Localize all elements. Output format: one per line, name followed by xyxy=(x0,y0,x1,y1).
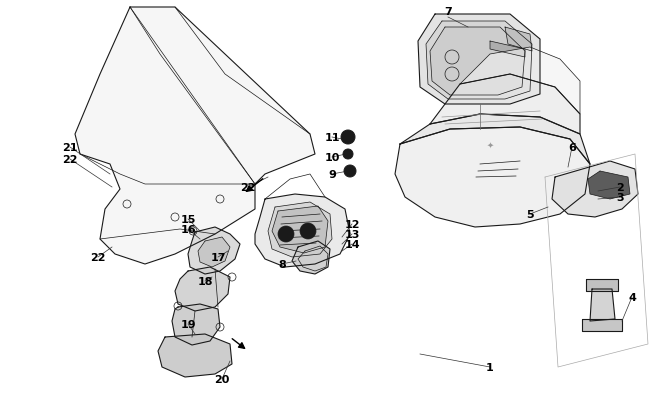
Polygon shape xyxy=(175,267,230,311)
Polygon shape xyxy=(268,202,332,257)
Text: 18: 18 xyxy=(197,276,213,286)
Text: 12: 12 xyxy=(344,220,359,230)
Text: 19: 19 xyxy=(180,319,196,329)
Polygon shape xyxy=(552,162,638,217)
Polygon shape xyxy=(426,22,532,100)
Circle shape xyxy=(278,226,294,243)
Circle shape xyxy=(300,224,316,239)
Text: 22: 22 xyxy=(62,155,78,164)
Polygon shape xyxy=(418,15,540,105)
Text: 7: 7 xyxy=(444,7,452,17)
Text: 8: 8 xyxy=(278,259,286,269)
Circle shape xyxy=(341,131,355,145)
Text: 13: 13 xyxy=(344,230,359,239)
Text: 22: 22 xyxy=(240,183,255,192)
Text: 15: 15 xyxy=(180,215,196,224)
Polygon shape xyxy=(188,228,240,274)
Polygon shape xyxy=(400,115,590,164)
Text: 21: 21 xyxy=(62,143,78,153)
Polygon shape xyxy=(75,8,315,264)
Polygon shape xyxy=(158,334,232,377)
Polygon shape xyxy=(582,319,622,331)
Polygon shape xyxy=(588,172,630,200)
Polygon shape xyxy=(460,48,580,115)
Text: 10: 10 xyxy=(324,153,340,162)
Polygon shape xyxy=(430,28,525,96)
Polygon shape xyxy=(172,304,220,345)
Polygon shape xyxy=(292,241,330,274)
Text: 2: 2 xyxy=(616,183,624,192)
Circle shape xyxy=(343,149,353,160)
Text: 4: 4 xyxy=(628,292,636,302)
Text: 22: 22 xyxy=(90,252,106,262)
Text: 11: 11 xyxy=(324,133,340,143)
Polygon shape xyxy=(430,75,580,135)
Polygon shape xyxy=(395,128,590,228)
Polygon shape xyxy=(505,28,532,52)
Text: 6: 6 xyxy=(568,143,576,153)
Polygon shape xyxy=(490,42,525,58)
Polygon shape xyxy=(586,279,618,291)
Text: ✦: ✦ xyxy=(486,140,493,149)
Text: 17: 17 xyxy=(210,252,226,262)
Text: 1: 1 xyxy=(486,362,494,372)
Text: 16: 16 xyxy=(180,224,196,234)
Circle shape xyxy=(344,166,356,177)
Polygon shape xyxy=(272,207,328,254)
Text: 20: 20 xyxy=(214,374,229,384)
Polygon shape xyxy=(255,194,350,267)
Text: 5: 5 xyxy=(526,209,534,220)
Text: 9: 9 xyxy=(328,170,336,179)
Polygon shape xyxy=(590,289,615,321)
Text: 3: 3 xyxy=(616,192,624,202)
Text: 14: 14 xyxy=(344,239,360,249)
Polygon shape xyxy=(198,237,230,267)
